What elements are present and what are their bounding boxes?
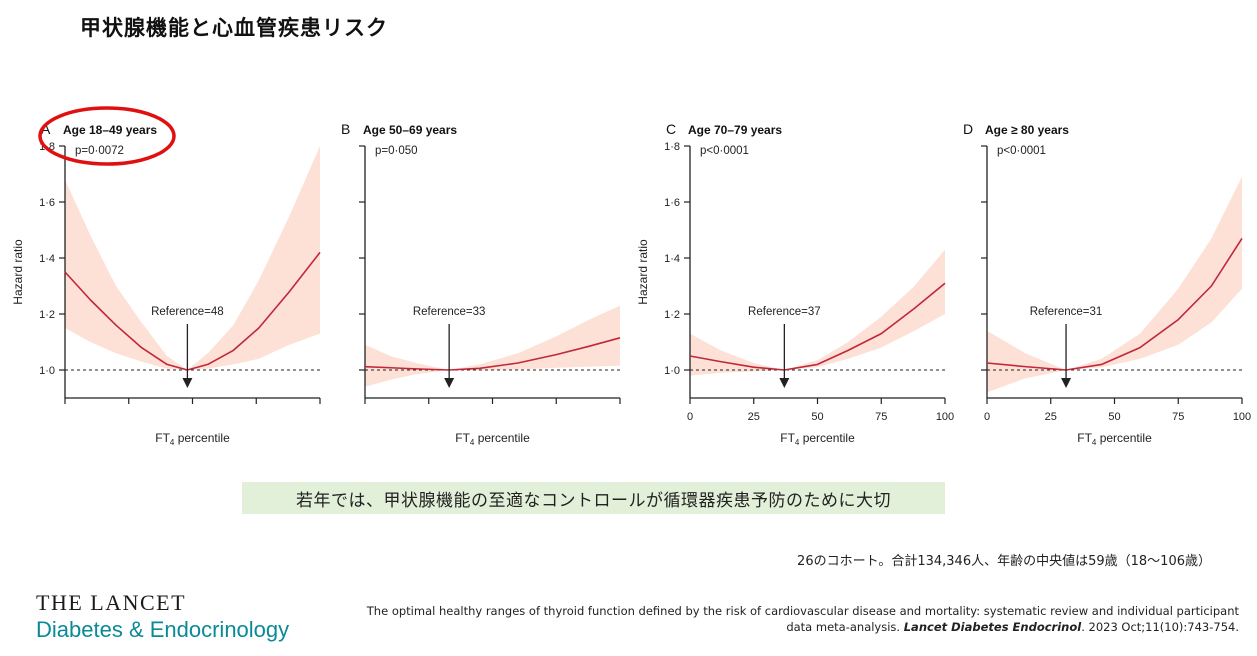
y-tick-label: 1·6 [664, 197, 680, 209]
confidence-band [365, 305, 620, 387]
panel-letter: A [41, 121, 51, 137]
x-tick-label: 0 [687, 411, 693, 423]
hazard-ratio-curve [689, 282, 946, 371]
reference-arrow-head [444, 378, 455, 388]
reference-label: Reference=37 [748, 306, 821, 318]
x-tick-label: 25 [748, 411, 760, 423]
x-tick-label: 75 [1172, 411, 1184, 423]
reference-arrow-head [182, 378, 193, 388]
x-tick-label: 50 [811, 411, 823, 423]
panel-title: Age 70–79 years [688, 123, 782, 137]
y-tick-label: 1·0 [39, 365, 55, 377]
key-message-callout: 若年では、甲状腺機能の至適なコントロールが循環器疾患予防のために大切 [242, 482, 945, 514]
panel-title: Age ≥ 80 years [985, 123, 1069, 137]
y-tick-label: 1·2 [664, 309, 680, 321]
journal-logo-line2: Diabetes & Endocrinology [36, 617, 290, 642]
y-tick-label: 1·6 [39, 197, 55, 209]
reference-label: Reference=31 [1030, 306, 1103, 318]
citation: The optimal healthy ranges of thyroid fu… [359, 603, 1239, 635]
x-tick-label: 25 [1045, 411, 1057, 423]
y-tick-label: 1·2 [39, 309, 55, 321]
citation-details: . 2023 Oct;11(10):743-754. [1081, 620, 1239, 634]
p-value: p=0·0072 [75, 145, 124, 157]
citation-text: The optimal healthy ranges of thyroid fu… [366, 604, 1239, 634]
p-value: p<0·0001 [700, 145, 749, 157]
highlight-circle [38, 106, 176, 166]
p-value: p<0·0001 [997, 145, 1046, 157]
hazard-ratio-curve [986, 237, 1243, 371]
x-tick-label: 75 [875, 411, 887, 423]
panel-title: Age 50–69 years [363, 123, 457, 137]
y-tick-label: 1·4 [664, 253, 680, 265]
y-axis-label: Hazard ratio [11, 239, 25, 305]
x-tick-label: 50 [1108, 411, 1120, 423]
y-axis-label: Hazard ratio [636, 239, 650, 305]
chart-panel-c: 1·0 1·2 1·4 1·6 1·8 0 25 50 75 100 Reference=37 C Ag… [636, 121, 954, 447]
panel-title: Age 18–49 years [63, 123, 157, 137]
hazard-ratio-curve [364, 337, 621, 371]
panel-letter: B [341, 121, 350, 137]
reference-arrow-head [779, 378, 790, 388]
x-axis-label: FT4 percentile [155, 431, 230, 447]
cohort-note: 26のコホート。合計134,346人、年齢の中央値は59歳（18〜106歳） [797, 554, 1211, 569]
p-value: p=0·050 [375, 145, 418, 157]
journal-logo-line1: THE LANCET [36, 590, 187, 615]
x-axis-label: FT4 percentile [1077, 431, 1152, 447]
y-tick-label: 1·8 [664, 141, 680, 153]
reference-arrow-head [1061, 378, 1072, 388]
citation-journal: Lancet Diabetes Endocrinol [903, 620, 1082, 634]
x-axis-label: FT4 percentile [780, 431, 855, 447]
x-tick-label: 100 [936, 411, 954, 423]
page-title: 甲状腺機能と心血管疾患リスク [80, 16, 388, 40]
panel-letter: D [963, 121, 973, 137]
x-tick-label: 100 [1233, 411, 1251, 423]
journal-logo: THE LANCET Diabetes & Endocrinology [36, 590, 289, 643]
confidence-band [690, 249, 945, 376]
reference-label: Reference=48 [151, 306, 224, 318]
confidence-band [987, 176, 1242, 393]
chart-panel-b: Reference=33 B Age 50–69 years p=0·050 FT4 p… [341, 121, 621, 447]
chart-panel-d: 0 25 50 75 100 Reference=31 D Age ≥ 80 years p<0… [963, 121, 1251, 447]
x-tick-label: 0 [984, 411, 990, 423]
y-tick-label: 1·4 [39, 253, 55, 265]
x-axis-label: FT4 percentile [455, 431, 530, 447]
reference-label: Reference=33 [413, 306, 486, 318]
y-tick-label: 1·0 [664, 365, 680, 377]
confidence-band [65, 146, 320, 370]
panel-letter: C [666, 121, 676, 137]
